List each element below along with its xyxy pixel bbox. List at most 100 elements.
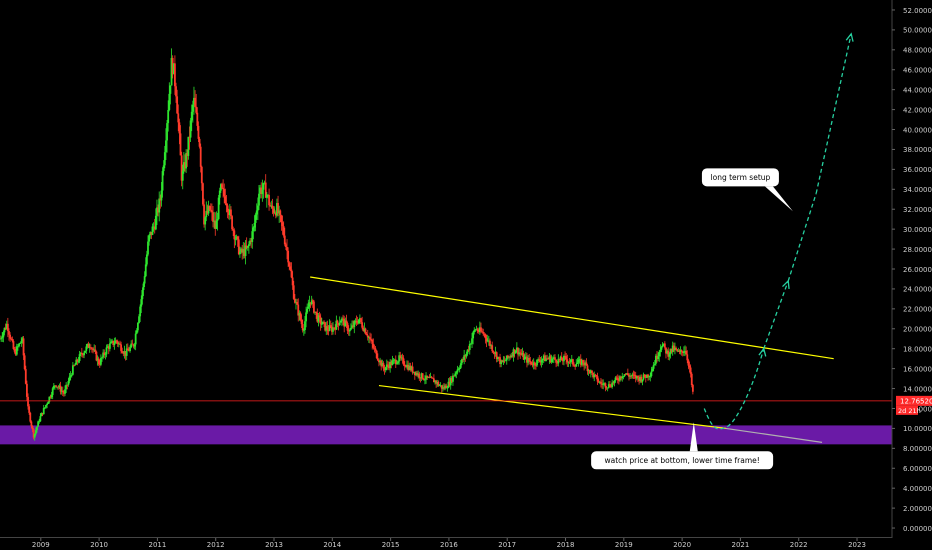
time-axis[interactable]: 2009 2010 2011 2012 2013 2014 2015 2016 2017 2018… <box>32 538 866 549</box>
candle-body-511 <box>572 359 574 365</box>
x-tick-label: 2023 <box>848 541 866 549</box>
candle-body-60 <box>66 384 69 386</box>
candle-body-360 <box>402 358 405 365</box>
candle-body-543 <box>607 384 610 388</box>
candle-body-400 <box>447 381 450 388</box>
candle-body-315 <box>352 325 355 328</box>
candle-body-235 <box>262 183 265 190</box>
candle-body-229 <box>255 210 258 215</box>
candle-body-552 <box>617 380 620 381</box>
candle-body-490 <box>548 356 551 359</box>
candle-body-404 <box>452 375 454 382</box>
candle-body-103 <box>114 340 117 344</box>
candle-body-576 <box>644 376 647 378</box>
candle-body-216 <box>241 248 244 253</box>
candle-body-76 <box>84 350 87 353</box>
candle-body-563 <box>630 375 633 377</box>
candle-body-174 <box>194 97 196 107</box>
candle-body-564 <box>631 374 634 376</box>
candle-body-257 <box>287 250 290 263</box>
candle-body-458 <box>512 349 515 357</box>
candle-body-30 <box>32 429 35 438</box>
candle-body-380 <box>425 375 427 380</box>
candle-body-139 <box>154 215 157 230</box>
candle-body-1 <box>0 338 3 340</box>
channel-bottom-extension[interactable] <box>725 427 823 443</box>
channel-bottom[interactable] <box>378 384 726 430</box>
candle-body-138 <box>153 226 156 230</box>
candle-body-331 <box>370 339 373 340</box>
candle-body-34 <box>37 421 40 427</box>
candle-body-37 <box>40 412 43 417</box>
candle-body-285 <box>318 315 321 318</box>
candle-body-497 <box>556 362 559 364</box>
candle-body-580 <box>649 376 652 377</box>
candle-body-269 <box>300 319 303 325</box>
candle-body-415 <box>464 355 467 357</box>
candle-body-54 <box>59 385 62 392</box>
candle-body-63 <box>69 375 72 377</box>
candle-body-420 <box>469 343 472 345</box>
candle-body-567 <box>634 375 637 379</box>
candle-body-339 <box>379 360 381 363</box>
candle-body-424 <box>474 329 477 331</box>
candle-body-179 <box>199 146 202 167</box>
candle-body-418 <box>467 349 470 351</box>
candle-body-191 <box>213 220 216 222</box>
candle-body-412 <box>461 359 463 364</box>
candle-body-524 <box>586 365 589 372</box>
projection-segment-0[interactable] <box>763 280 789 349</box>
candle-body-395 <box>441 387 444 389</box>
candle-body-572 <box>640 376 643 382</box>
candle-body-42 <box>46 403 48 405</box>
candle-body-610 <box>683 351 685 353</box>
candle-body-401 <box>448 381 451 386</box>
candle-body-435 <box>486 340 489 342</box>
candle-body-383 <box>428 377 431 379</box>
long-term-setup-callout[interactable]: long term setup <box>701 168 793 212</box>
candle-body-612 <box>685 350 688 355</box>
candle-body-24 <box>26 383 28 397</box>
candle-body-373 <box>417 373 420 376</box>
candle-body-324 <box>362 327 365 331</box>
candle-body-190 <box>212 212 214 222</box>
candle-body-242 <box>270 205 273 207</box>
candle-body-562 <box>629 375 631 377</box>
candle-body-557 <box>623 374 626 377</box>
candle-body-413 <box>462 359 464 361</box>
candle-body-201 <box>224 196 227 204</box>
candle-body-128 <box>142 283 145 291</box>
candle-body-613 <box>686 354 689 361</box>
projection-curve[interactable] <box>703 348 765 430</box>
projection-segment-2[interactable] <box>815 33 852 194</box>
x-tick-label: 2019 <box>615 541 633 549</box>
candle-body-457 <box>511 355 514 357</box>
candle-body-150 <box>167 109 170 124</box>
candle-body-73 <box>80 352 83 355</box>
candle-body-387 <box>432 378 435 383</box>
candle-body-210 <box>234 238 237 240</box>
y-tick-label: 16.00000 <box>903 365 932 373</box>
candle-body-431 <box>482 331 485 334</box>
candle-body-553 <box>619 376 621 381</box>
candle-body-23 <box>24 369 27 384</box>
x-tick-label: 2022 <box>790 541 808 549</box>
candle-body-433 <box>484 334 487 339</box>
candle-body-609 <box>681 351 684 353</box>
channel-top[interactable] <box>310 276 834 360</box>
watch-price-callout[interactable]: watch price at bottom, lower time frame! <box>591 422 774 470</box>
candle-body-322 <box>360 318 362 323</box>
candle-body-165 <box>184 162 186 169</box>
candle-body-15 <box>15 346 18 355</box>
candle-body-452 <box>505 355 508 361</box>
candle-body-376 <box>420 373 423 379</box>
projection-segment-1[interactable] <box>787 193 817 282</box>
candle-body-82 <box>91 348 93 350</box>
candle-body-321 <box>358 318 361 320</box>
candle-body-275 <box>307 306 310 309</box>
price-axis[interactable]: 52.00000 50.00000 48.00000 46.00000 44.00000… <box>892 7 932 533</box>
candle-body-97 <box>107 346 110 349</box>
candle-body-381 <box>426 375 429 378</box>
drawing-lines-layer <box>0 276 892 443</box>
